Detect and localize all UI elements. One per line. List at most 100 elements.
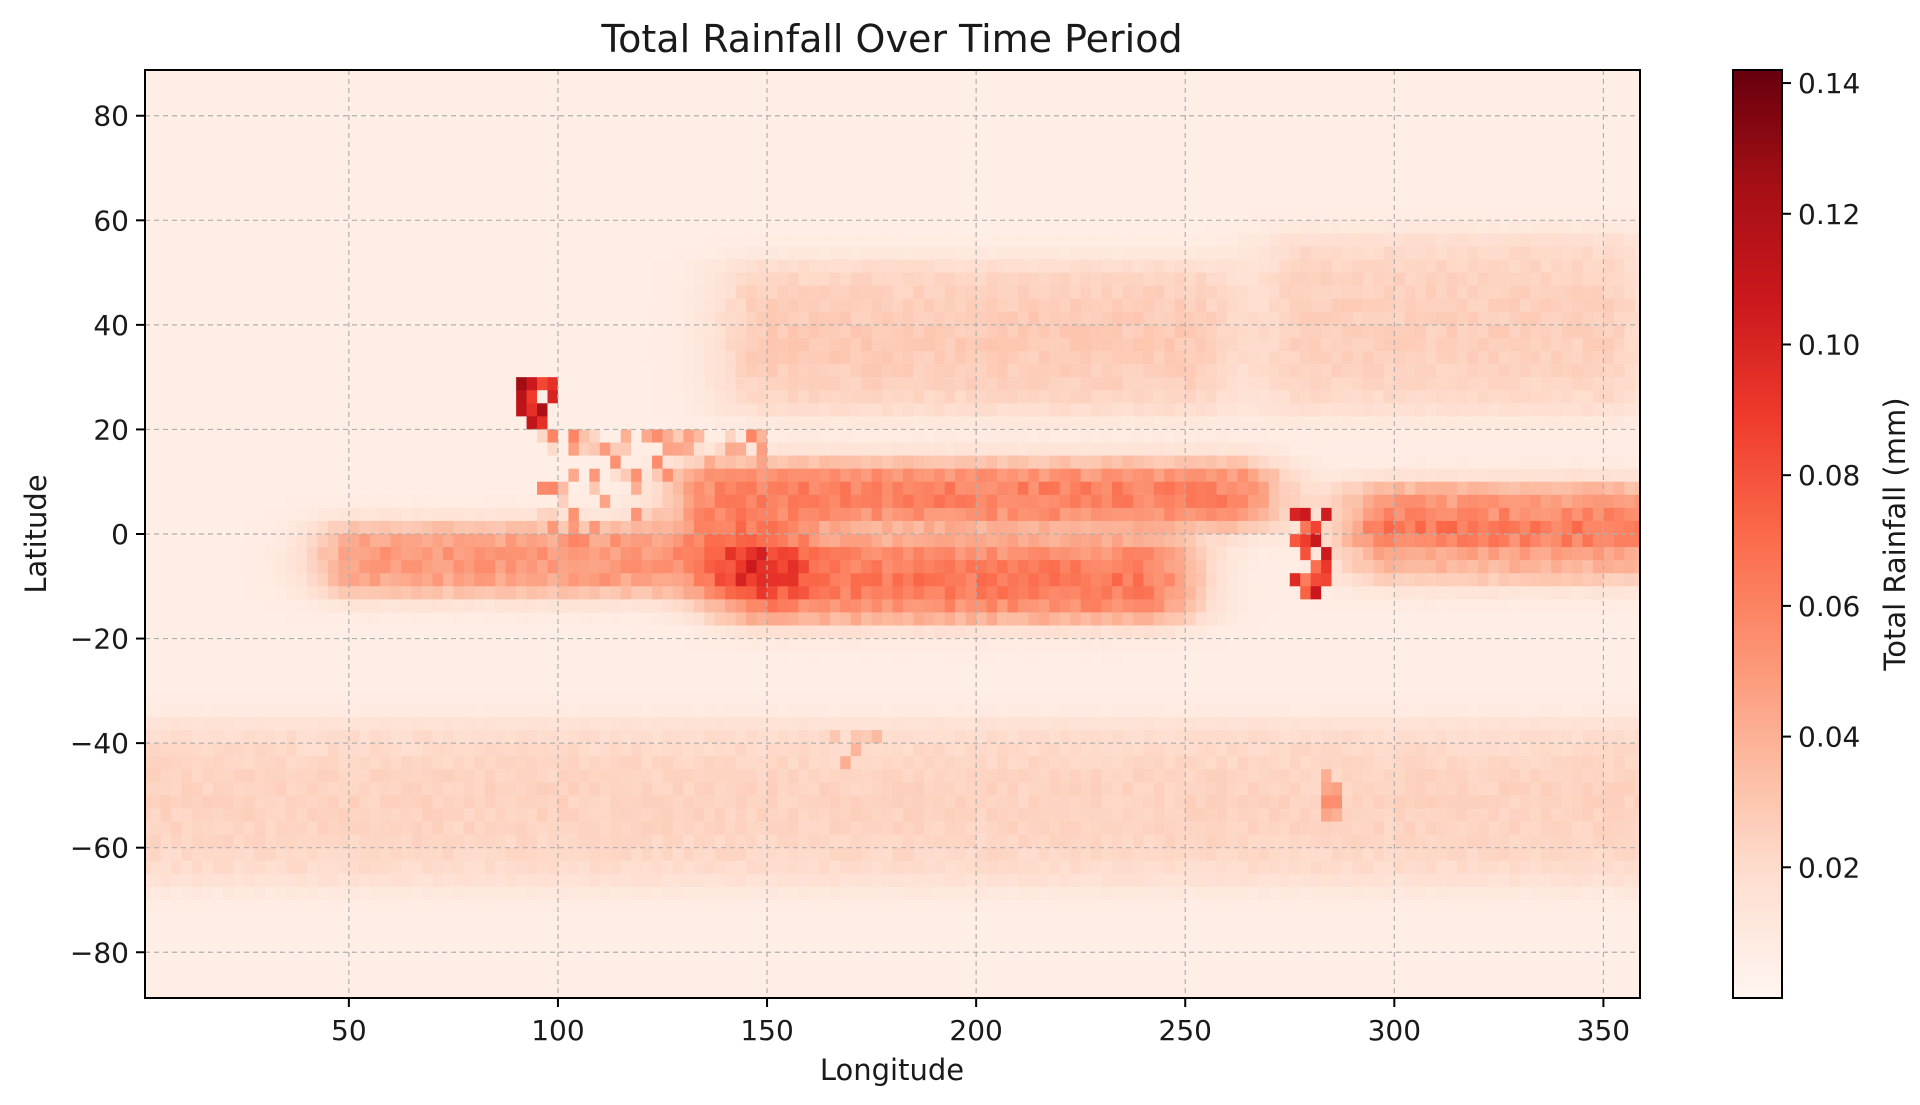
heatmap-cell	[380, 337, 392, 352]
heatmap-cell	[798, 743, 810, 757]
heatmap-cell	[516, 259, 528, 274]
heatmap-cell	[390, 115, 402, 130]
heatmap-cell	[150, 873, 162, 888]
heatmap-cell	[641, 664, 653, 679]
heatmap-cell	[798, 991, 810, 998]
heatmap-cell	[380, 141, 392, 156]
heatmap-cell	[589, 730, 601, 744]
heatmap-cell	[578, 364, 590, 378]
heatmap-cell	[840, 507, 852, 522]
heatmap-cell	[463, 115, 475, 130]
heatmap-cell	[254, 913, 266, 927]
heatmap-cell	[526, 573, 538, 587]
heatmap-cell	[547, 625, 559, 640]
heatmap-cell	[578, 834, 590, 849]
heatmap-cell	[652, 612, 664, 627]
heatmap-cell	[526, 76, 538, 91]
heatmap-cell	[390, 612, 402, 627]
heatmap-cell	[662, 507, 674, 522]
heatmap-cell	[756, 494, 768, 509]
heatmap-cell	[265, 141, 277, 156]
heatmap-cell	[296, 468, 308, 483]
heatmap-cell	[693, 625, 705, 640]
heatmap-cell	[422, 233, 434, 248]
heatmap-cell	[704, 168, 716, 182]
heatmap-cell	[787, 364, 799, 378]
heatmap-cell	[526, 821, 538, 836]
heatmap-cell	[516, 115, 528, 130]
heatmap-cell	[369, 70, 381, 78]
heatmap-cell	[787, 534, 799, 548]
heatmap-cell	[453, 468, 465, 483]
heatmap-cell	[735, 560, 747, 574]
heatmap-cell	[390, 403, 402, 417]
heatmap-cell	[359, 520, 371, 535]
heatmap-cell	[181, 612, 193, 627]
heatmap-cell	[160, 481, 172, 496]
heatmap-cell	[359, 834, 371, 849]
heatmap-cell	[568, 573, 580, 587]
heatmap-cell	[526, 272, 538, 287]
heatmap-cell	[171, 246, 183, 261]
heatmap-cell	[808, 272, 820, 287]
heatmap-cell	[307, 926, 319, 940]
heatmap-cell	[599, 873, 611, 888]
heatmap-cell	[411, 220, 423, 234]
heatmap-cell	[359, 991, 371, 998]
heatmap-cell	[160, 547, 172, 561]
heatmap-cell	[463, 324, 475, 339]
heatmap-cell	[160, 154, 172, 169]
heatmap-cell	[589, 76, 601, 91]
heatmap-cell	[275, 364, 287, 378]
heatmap-cell	[307, 429, 319, 444]
heatmap-cell	[181, 364, 193, 378]
heatmap-cell	[767, 651, 779, 666]
heatmap-cell	[254, 547, 266, 561]
heatmap-cell	[244, 834, 256, 849]
heatmap-cell	[422, 730, 434, 744]
heatmap-cell	[787, 403, 799, 417]
heatmap-cell	[474, 337, 486, 352]
heatmap-cell	[474, 795, 486, 810]
heatmap-cell	[401, 586, 413, 600]
heatmap-cell	[798, 808, 810, 823]
heatmap-cell	[390, 651, 402, 666]
heatmap-cell	[495, 507, 507, 522]
heatmap-cell	[265, 756, 277, 770]
heatmap-cell	[442, 194, 454, 208]
heatmap-cell	[338, 677, 350, 692]
heatmap-cell	[537, 481, 549, 496]
heatmap-cell	[589, 821, 601, 836]
heatmap-cell	[401, 978, 413, 993]
heatmap-cell	[516, 703, 528, 718]
heatmap-cell	[484, 89, 496, 104]
heatmap-cell	[453, 285, 465, 300]
heatmap-cell	[578, 703, 590, 718]
heatmap-cell	[401, 638, 413, 653]
heatmap-cell	[516, 795, 528, 810]
heatmap-cell	[212, 821, 224, 836]
heatmap-cell	[537, 991, 549, 998]
heatmap-cell	[725, 534, 737, 548]
heatmap-cell	[693, 168, 705, 182]
heatmap-cell	[829, 181, 841, 195]
heatmap-cell	[160, 821, 172, 836]
heatmap-cell	[307, 730, 319, 744]
heatmap-cell	[641, 220, 653, 234]
heatmap-cell	[829, 403, 841, 417]
heatmap-cell	[662, 847, 674, 862]
heatmap-cell	[432, 534, 444, 548]
heatmap-cell	[244, 259, 256, 274]
heatmap-cell	[819, 181, 831, 195]
heatmap-cell	[631, 913, 643, 927]
heatmap-cell	[641, 507, 653, 522]
heatmap-cell	[693, 873, 705, 888]
heatmap-cell	[829, 899, 841, 914]
heatmap-cell	[463, 70, 475, 78]
heatmap-cell	[453, 991, 465, 998]
heatmap-cell	[578, 194, 590, 208]
heatmap-cell	[317, 168, 329, 182]
heatmap-cell	[181, 534, 193, 548]
heatmap-cell	[767, 834, 779, 849]
heatmap-cell	[495, 403, 507, 417]
